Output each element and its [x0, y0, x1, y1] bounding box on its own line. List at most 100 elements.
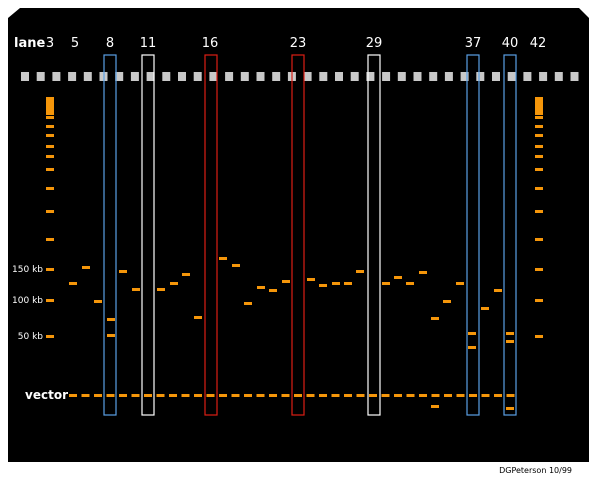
band	[506, 332, 514, 335]
band	[456, 394, 465, 397]
band	[381, 394, 390, 397]
band	[132, 288, 140, 291]
lane-word-label: lane	[14, 36, 45, 51]
band	[69, 282, 77, 285]
band	[535, 116, 543, 119]
band	[107, 318, 115, 321]
well	[36, 72, 45, 81]
band	[431, 317, 439, 320]
band	[119, 270, 127, 273]
band	[535, 134, 543, 137]
band	[46, 238, 54, 241]
band	[469, 394, 477, 397]
well	[366, 72, 375, 81]
size-label-100kb: 100 kb	[12, 296, 43, 306]
well	[523, 72, 532, 81]
lane-label-3: 3	[46, 36, 54, 51]
band	[46, 335, 54, 338]
band	[46, 105, 54, 110]
band	[444, 394, 452, 397]
band	[494, 289, 502, 292]
band	[535, 210, 543, 213]
well	[444, 72, 453, 81]
lane-label-16: 16	[202, 36, 219, 51]
band	[194, 394, 202, 397]
well	[83, 72, 92, 81]
band	[344, 394, 352, 397]
bands-layer	[46, 97, 543, 410]
band	[506, 340, 514, 343]
well	[397, 72, 406, 81]
band	[468, 346, 476, 349]
band	[535, 125, 543, 128]
band	[443, 300, 451, 303]
lane-29-box	[367, 54, 381, 416]
band	[535, 145, 543, 148]
band	[269, 289, 277, 292]
lane-23-box	[291, 54, 305, 416]
band	[244, 394, 252, 397]
well	[460, 72, 469, 81]
band	[46, 134, 54, 137]
band	[369, 394, 377, 397]
band	[535, 101, 543, 106]
credit-text: DGPeterson 10/99	[499, 466, 572, 475]
band	[94, 394, 102, 397]
band	[46, 168, 54, 171]
lane-label-8: 8	[106, 36, 114, 51]
well	[193, 72, 202, 81]
band	[170, 282, 178, 285]
well	[225, 72, 234, 81]
band	[319, 394, 327, 397]
band	[219, 394, 227, 397]
lane-label-37: 37	[465, 36, 482, 51]
band	[431, 394, 440, 397]
band	[535, 268, 543, 271]
band	[256, 394, 265, 397]
band	[244, 302, 252, 305]
band	[119, 394, 127, 397]
size-label-50kb: 50 kb	[18, 332, 44, 342]
band	[46, 210, 54, 213]
band	[282, 280, 290, 283]
band	[382, 282, 390, 285]
band	[356, 270, 364, 273]
well	[554, 72, 563, 81]
band	[206, 394, 215, 397]
band	[306, 394, 315, 397]
lane-label-11: 11	[140, 36, 157, 51]
band	[344, 282, 352, 285]
band	[107, 334, 115, 337]
well	[335, 72, 343, 81]
band	[535, 299, 543, 302]
well	[507, 72, 516, 81]
lane-label-42: 42	[530, 36, 547, 51]
band	[257, 286, 265, 289]
band	[506, 394, 515, 397]
band	[506, 407, 514, 410]
well	[413, 72, 422, 81]
band	[331, 394, 340, 397]
band	[535, 168, 543, 171]
wells-row	[21, 72, 579, 81]
band	[194, 316, 202, 319]
band	[535, 97, 543, 102]
well	[350, 72, 359, 81]
band	[157, 288, 165, 291]
well	[21, 72, 29, 81]
band	[46, 116, 54, 119]
lane-label-5: 5	[71, 36, 79, 51]
band	[46, 110, 54, 115]
gel-background	[8, 8, 589, 462]
band	[406, 282, 414, 285]
band	[144, 394, 152, 397]
well	[539, 72, 548, 81]
band	[46, 101, 54, 106]
band	[394, 394, 402, 397]
band	[468, 332, 476, 335]
well	[68, 72, 77, 81]
band	[46, 299, 54, 302]
band	[394, 276, 402, 279]
lane-label-23: 23	[290, 36, 307, 51]
